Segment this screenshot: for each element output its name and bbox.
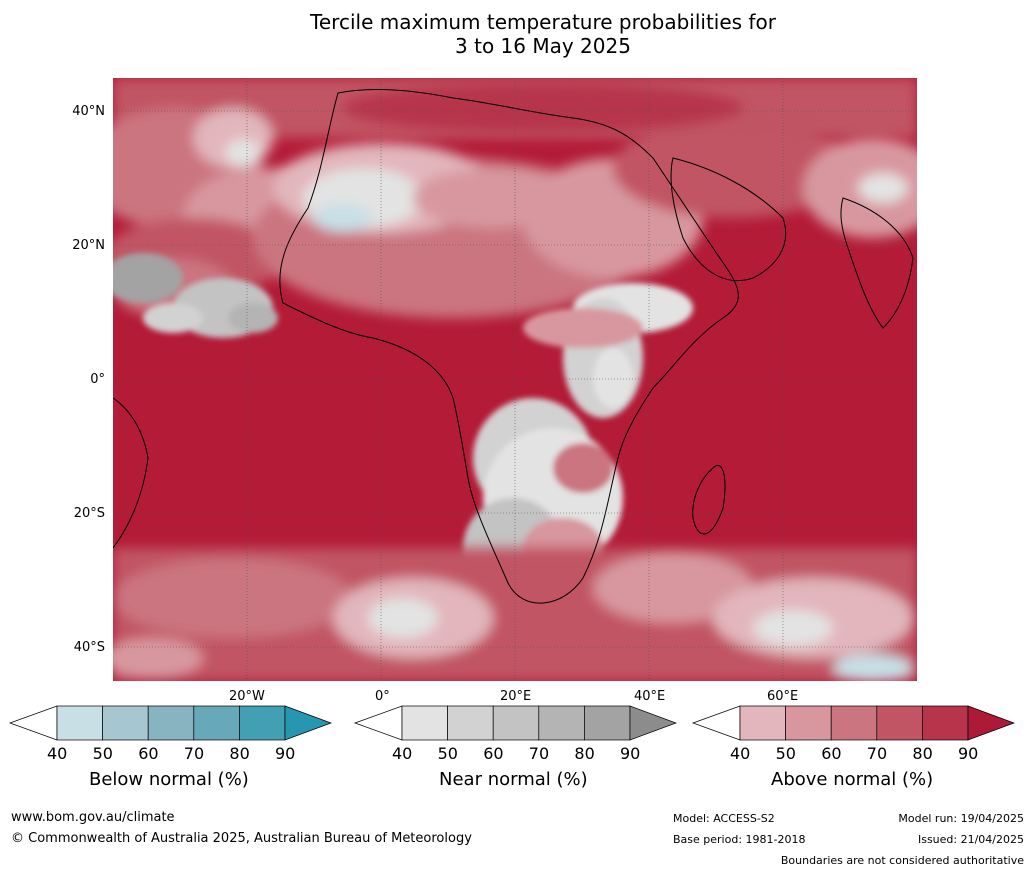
colorbar-tick-label: 50: [437, 744, 458, 763]
map-title: Tercile maximum temperature probabilitie…: [0, 10, 1035, 58]
lat-label-20n: 20°N: [72, 238, 105, 253]
lat-label-40n: 40°N: [72, 104, 105, 119]
lon-label-20e: 20°E: [500, 689, 532, 704]
lon-label-20w: 20°W: [229, 689, 265, 704]
colorbar-tick-label: 60: [138, 744, 159, 763]
footer-model-run: Model run: 19/04/2025: [898, 812, 1024, 825]
lon-label-0: 0°: [375, 689, 390, 704]
footer-base-period: Base period: 1981-2018: [673, 833, 806, 846]
colorbar-segment: [401, 705, 448, 741]
colorbar-title-near: Near normal (%): [439, 769, 588, 790]
west-africa-offshore-grey: [113, 253, 278, 338]
lat-label-20s: 20°S: [73, 506, 105, 521]
colorbar-segment: [876, 705, 923, 741]
lon-label-40e: 40°E: [634, 689, 666, 704]
madagascar-coastline: [692, 465, 726, 535]
arabia-coastline: [670, 157, 787, 282]
colorbar-min-extension: [691, 705, 741, 741]
colorbar-tick-label: 70: [183, 744, 205, 763]
india-coastline: [840, 197, 914, 329]
colorbar-title-above: Above normal (%): [771, 769, 934, 790]
colorbar-title-below: Below normal (%): [89, 769, 249, 790]
colorbar-tick-label: 60: [483, 744, 504, 763]
colorbar-segment: [447, 705, 494, 741]
colorbar-max-extension: [629, 705, 678, 741]
colorbar-segment: [922, 705, 969, 741]
lon-label-60e: 60°E: [767, 689, 799, 704]
map-canvas: [113, 78, 917, 681]
colorbar-tick-label: 90: [620, 744, 641, 763]
colorbar-segment: [492, 705, 540, 741]
colorbar-tick-label: 80: [574, 744, 595, 763]
colorbar-tick-label: 50: [775, 744, 796, 763]
east-africa-pattern: [523, 283, 693, 418]
colorbar-segment: [584, 705, 631, 741]
colorbar-segment: [239, 705, 286, 741]
colorbar-below-normal: [8, 705, 333, 741]
colorbar-segment: [785, 705, 832, 741]
africa-coastline: [279, 88, 739, 604]
colorbar-segment: [193, 705, 240, 741]
colorbar-tick-label: 70: [528, 744, 550, 763]
footer-disclaimer: Boundaries are not considered authoritat…: [780, 854, 1024, 867]
colorbar-segment: [830, 705, 878, 741]
colorbar-segment: [147, 705, 195, 741]
colorbar-tick-label: 40: [392, 744, 413, 763]
colorbar-segment: [102, 705, 149, 741]
footer-issued: Issued: 21/04/2025: [917, 833, 1024, 846]
footer-copyright: © Commonwealth of Australia 2025, Austra…: [11, 831, 472, 846]
colorbar-tick-label: 50: [92, 744, 113, 763]
footer-site-link[interactable]: www.bom.gov.au/climate: [11, 810, 175, 825]
colorbar-tick-label: 90: [958, 744, 979, 763]
colorbar-min-extension: [8, 705, 58, 741]
colorbar-min-extension: [353, 705, 403, 741]
lat-label-40s: 40°S: [73, 640, 105, 655]
colorbar-max-extension: [284, 705, 333, 741]
colorbar-tick-label: 60: [821, 744, 842, 763]
graticule: [113, 78, 917, 681]
colorbar-segment: [56, 705, 103, 741]
colorbar-tick-label: 70: [866, 744, 888, 763]
colorbar-max-extension: [967, 705, 1016, 741]
colorbar-tick-label: 90: [275, 744, 296, 763]
colorbar-tick-label: 40: [47, 744, 68, 763]
colorbar-tick-label: 40: [730, 744, 751, 763]
colorbar-segment: [739, 705, 786, 741]
colorbar-tick-label: 80: [912, 744, 933, 763]
footer-model: Model: ACCESS-S2: [673, 812, 775, 825]
colorbar-above-normal: [691, 705, 1016, 741]
south-america-coastline: [113, 397, 149, 549]
colorbars: [8, 705, 1016, 741]
colorbar-tick-label: 80: [229, 744, 250, 763]
title-line-2: 3 to 16 May 2025: [455, 34, 631, 58]
lat-label-0: 0°: [90, 372, 105, 387]
colorbar-segment: [538, 705, 585, 741]
title-line-1: Tercile maximum temperature probabilitie…: [310, 10, 776, 34]
colorbar-near-normal: [353, 705, 678, 741]
north-africa-pattern: [253, 83, 917, 318]
probability-map: [113, 78, 917, 681]
